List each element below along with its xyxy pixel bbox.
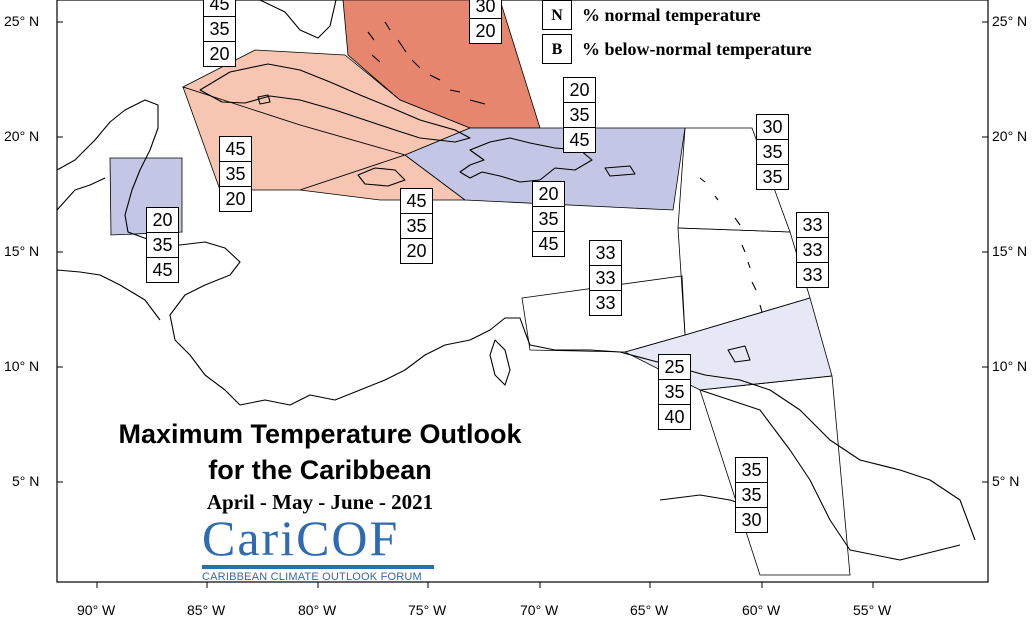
prob-value: 35	[659, 380, 690, 405]
prob-value: 30	[757, 115, 788, 140]
prob-box-leewards: 33 33 33	[796, 212, 829, 288]
gulf-coast	[56, 177, 106, 211]
lesser-antilles	[699, 177, 763, 313]
florida-coast	[259, 0, 337, 39]
prob-value: 20	[406, 241, 427, 261]
prob-box-northern-leewards: 30 35 35	[756, 114, 789, 190]
prob-value: 45	[569, 130, 590, 150]
prob-value: 33	[590, 241, 621, 266]
prob-value: 20	[209, 44, 230, 64]
legend-normal: N % normal temperature	[542, 0, 761, 30]
bahamas-islands	[367, 21, 486, 105]
prob-box-trinidad: 25 35 40	[658, 354, 691, 430]
prob-value: 33	[595, 293, 616, 313]
prob-value: 45	[152, 260, 173, 280]
prob-box-abc-islands: 33 33 33	[589, 240, 622, 316]
caricof-logo-name: CariCOF	[202, 510, 400, 566]
prob-value: 30	[470, 0, 501, 19]
lon-label-55: 55° W	[853, 602, 892, 618]
prob-box-jamaica: 45 35 20	[400, 188, 433, 264]
prob-value: 45	[538, 234, 559, 254]
map-title-line2: for the Caribbean	[208, 455, 432, 485]
lat-label-5-right: 5° N	[992, 473, 1020, 489]
caricof-logo-bar	[202, 565, 434, 569]
prob-value: 35	[204, 17, 235, 42]
prob-box-north-cuba: 45 35 20	[203, 0, 236, 67]
prob-value: 35	[401, 214, 432, 239]
prob-value: 35	[147, 233, 178, 258]
prob-value: 20	[147, 208, 178, 233]
guianas-interior	[699, 389, 961, 561]
lat-label-20-left: 20° N	[4, 128, 40, 144]
jamaica-coast	[357, 167, 406, 187]
legend-key-n: N	[542, 0, 572, 30]
prob-value: 33	[797, 238, 828, 263]
legend-key-b: B	[542, 34, 572, 64]
map-title-line1: Maximum Temperature Outlook	[118, 419, 522, 449]
lon-label-80: 80° W	[298, 602, 337, 618]
lat-label-15-right: 15° N	[992, 243, 1028, 259]
legend-text-normal: % normal temperature	[582, 4, 761, 25]
prob-value: 33	[590, 266, 621, 291]
prob-value: 20	[225, 189, 246, 209]
prob-value: 35	[762, 167, 783, 187]
lon-label-75: 75° W	[408, 602, 447, 618]
prob-value: 33	[802, 265, 823, 285]
zone-trinidad	[623, 297, 833, 391]
prob-value: 20	[564, 78, 595, 103]
hispaniola-coast	[459, 137, 593, 183]
lon-label-90: 90° W	[77, 602, 116, 618]
prob-value: 30	[741, 510, 762, 530]
prob-value: 35	[757, 140, 788, 165]
zone-leewards	[677, 227, 811, 336]
prob-value: 45	[401, 189, 432, 214]
lat-label-5-left: 5° N	[12, 473, 40, 489]
prob-box-hispaniola-north: 20 35 45	[563, 77, 596, 153]
lat-label-15-left: 15° N	[4, 243, 40, 259]
prob-value: 33	[797, 213, 828, 238]
prob-value: 45	[220, 137, 251, 162]
prob-value: 45	[204, 0, 235, 17]
lon-label-70: 70° W	[520, 602, 559, 618]
prob-value: 35	[736, 458, 767, 483]
lon-label-60: 60° W	[742, 602, 781, 618]
prob-value: 35	[220, 162, 251, 187]
prob-box-bahamas: 30 20	[469, 0, 502, 44]
lat-label-10-left: 10° N	[4, 358, 40, 374]
prob-box-cayman: 45 35 20	[219, 136, 252, 212]
prob-box-belize: 20 35 45	[146, 207, 179, 283]
south-america-north-coast	[239, 317, 976, 541]
lat-label-25-right: 25° N	[992, 13, 1028, 29]
isle-of-youth	[257, 94, 271, 105]
caricof-logo-subtitle: CARIBBEAN CLIMATE OUTLOOK FORUM	[202, 571, 422, 583]
cuba-coast	[199, 63, 471, 143]
lat-label-10-right: 10° N	[992, 358, 1028, 374]
prob-value: 20	[475, 21, 496, 41]
lat-label-20-right: 20° N	[992, 128, 1028, 144]
zone-guianas	[699, 375, 851, 576]
prob-value: 35	[533, 207, 564, 232]
tick-marks	[57, 21, 988, 588]
puerto-rico-coast	[604, 165, 636, 177]
prob-box-guianas: 35 35 30	[735, 457, 768, 533]
maracaibo-lake	[489, 339, 511, 386]
prob-value: 40	[664, 407, 685, 427]
caricof-logo: CariCOF CARIBBEAN CLIMATE OUTLOOK FORUM	[202, 513, 434, 583]
legend-text-below: % below-normal temperature	[582, 38, 812, 59]
prob-box-hispaniola-south: 20 35 45	[532, 181, 565, 257]
prob-value: 35	[736, 483, 767, 508]
legend-below: B % below-normal temperature	[542, 34, 812, 64]
lat-label-25-left: 25° N	[4, 13, 40, 29]
map-period: April - May - June - 2021	[206, 490, 434, 514]
prob-value: 35	[564, 103, 595, 128]
pacific-coast	[56, 269, 161, 321]
trinidad-coast	[727, 345, 751, 363]
prob-value: 20	[533, 182, 564, 207]
prob-value: 25	[659, 355, 690, 380]
map-frame	[56, 0, 989, 583]
lon-label-65: 65° W	[630, 602, 669, 618]
lon-label-85: 85° W	[187, 602, 226, 618]
